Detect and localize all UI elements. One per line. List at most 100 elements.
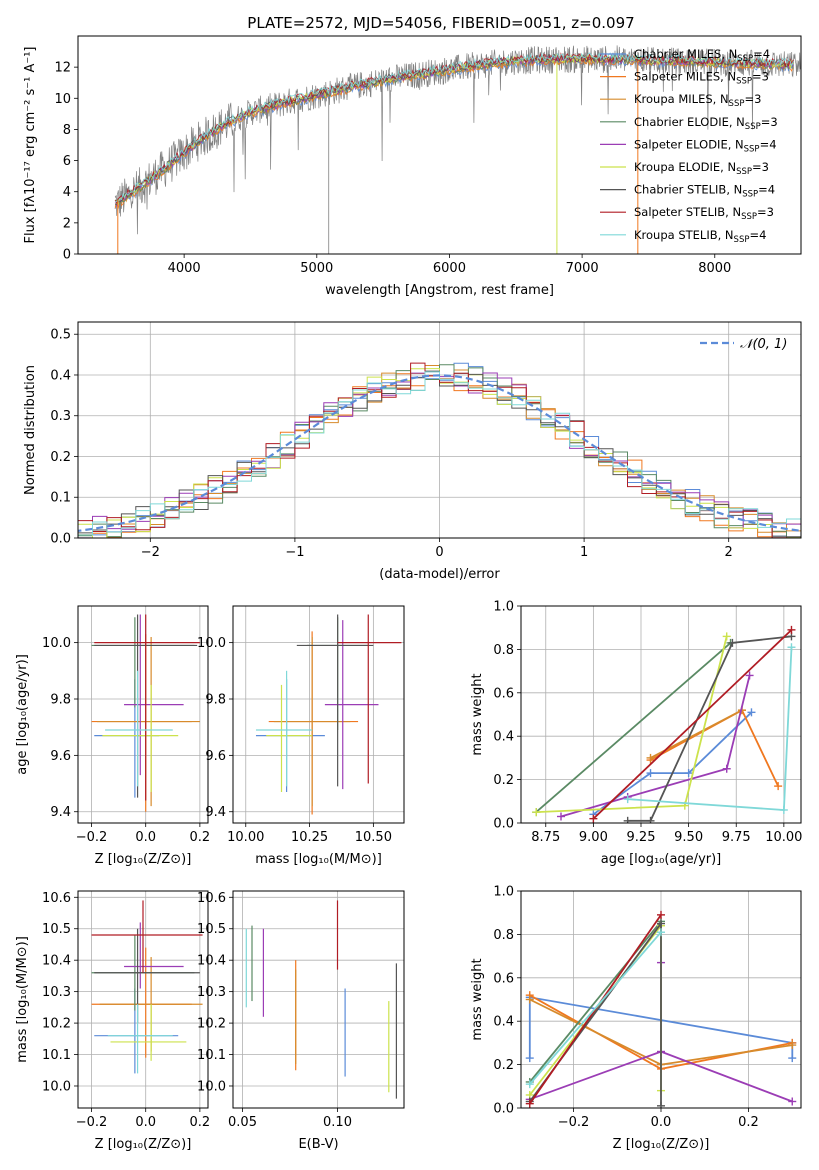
chabrier-stelib-errorbar bbox=[296, 614, 374, 787]
y-tick-label: 10.5 bbox=[42, 922, 71, 937]
y-tick-label: 10.2 bbox=[197, 1017, 226, 1032]
legend-suffix: =3 bbox=[744, 92, 761, 106]
legend-label: Chabrier STELIB, N bbox=[634, 183, 742, 197]
chabrier-miles-errorbar bbox=[94, 679, 160, 798]
weight-point-marker bbox=[722, 764, 731, 773]
legend-label: Chabrier ELODIE, N bbox=[634, 115, 745, 129]
y-tick-label: 10.4 bbox=[42, 954, 71, 969]
weight-vs-metallicity-panel: −0.2 0.0 0.2 0.0 0.2 0.4 0.6 0.8 1.0 Z [log₁₀(Z/Z… bbox=[470, 885, 802, 1152]
x-tick-label: 0 bbox=[435, 545, 443, 560]
y-tick-label: 0.4 bbox=[50, 368, 71, 383]
x-tick-label: 8.75 bbox=[531, 830, 560, 845]
y-axis-label: mass [log₁₀(M/M⊙)] bbox=[15, 936, 30, 1063]
y-tick-label: 10.3 bbox=[197, 985, 226, 1000]
axes-frame bbox=[77, 35, 802, 255]
grid-lines bbox=[521, 605, 801, 824]
y-tick-label: 10.0 bbox=[197, 636, 226, 651]
legend-subscript: SSP bbox=[729, 99, 745, 109]
weight-point-marker bbox=[684, 769, 693, 778]
y-tick-label: 10.0 bbox=[197, 1079, 226, 1094]
weight-point-marker bbox=[646, 816, 655, 823]
kroupa-stelib-weight-line bbox=[529, 931, 662, 1085]
legend-entry: Chabrier STELIB, NSSP=4 bbox=[634, 183, 775, 200]
y-tick-label: 10.1 bbox=[42, 1048, 71, 1063]
plot-data bbox=[255, 614, 402, 815]
x-tick-label: 4000 bbox=[168, 261, 201, 276]
legend-entry: Kroupa STELIB, NSSP=4 bbox=[634, 228, 766, 245]
weight-point-marker bbox=[557, 812, 565, 821]
chabrier-stelib-errorbar bbox=[94, 928, 200, 1024]
x-tick-label: 0.05 bbox=[228, 1115, 257, 1130]
y-tick-label: 9.8 bbox=[205, 693, 226, 708]
weight-point-marker bbox=[774, 782, 783, 791]
y-tick-label: 0.1 bbox=[50, 491, 71, 506]
y-tick-label: 1.0 bbox=[493, 885, 514, 900]
y-tick-label: 9.4 bbox=[50, 805, 71, 820]
chabrier-elodie-weight-line bbox=[535, 642, 732, 813]
legend-entry: Salpeter ELODIE, NSSP=4 bbox=[634, 137, 777, 154]
y-tick-label: 10.0 bbox=[42, 1079, 71, 1094]
salpeter-elodie-errorbar bbox=[324, 620, 379, 790]
weight-point-marker bbox=[788, 1054, 797, 1063]
x-axis-label: (data-model)/error bbox=[379, 567, 500, 582]
spectrum-panel: 4000 5000 6000 7000 8000 0 2 4 6 8 10 12 wavelength … bbox=[23, 35, 802, 298]
axes-frame bbox=[520, 605, 802, 824]
y-tick-label: 9.8 bbox=[50, 693, 71, 708]
legend-entry: Kroupa MILES, NSSP=3 bbox=[634, 92, 761, 109]
legend-subscript: SSP bbox=[734, 235, 750, 245]
x-tick-label: 0.0 bbox=[135, 830, 156, 845]
legend-label: Salpeter STELIB, N bbox=[634, 205, 741, 219]
y-tick-label: 0.0 bbox=[493, 817, 514, 832]
y-tick-label: 9.4 bbox=[205, 805, 226, 820]
weight-point-marker bbox=[525, 1099, 534, 1108]
chabrier-stelib-weight-line bbox=[627, 635, 792, 822]
legend-subscript: SSP bbox=[742, 190, 758, 200]
y-tick-label: 0.8 bbox=[493, 643, 514, 658]
x-axis-label: mass [log₁₀(M/M⊙)] bbox=[255, 852, 382, 867]
weight-point-marker bbox=[525, 1080, 534, 1089]
gaussian-reference-line bbox=[78, 374, 801, 533]
x-tick-label: 0.2 bbox=[190, 830, 211, 845]
x-tick-label: 2 bbox=[725, 545, 733, 560]
y-tick-label: 1.0 bbox=[493, 600, 514, 615]
weight-point-marker bbox=[532, 808, 541, 817]
salpeter-miles-errorbar bbox=[91, 947, 192, 1058]
chabrier-elodie-errorbar bbox=[91, 617, 195, 708]
x-tick-label: 0.2 bbox=[738, 1115, 759, 1130]
axes-frame bbox=[232, 890, 405, 1109]
legend-suffix: =4 bbox=[753, 47, 770, 61]
legend-entry: Salpeter MILES, NSSP=3 bbox=[634, 70, 769, 87]
salpeter-stelib-errorbar bbox=[94, 614, 200, 801]
weight-point-marker bbox=[787, 625, 796, 634]
y-tick-label: 12 bbox=[54, 61, 71, 76]
y-tick-label: 0.2 bbox=[50, 450, 71, 465]
y-tick-label: 10.4 bbox=[197, 954, 226, 969]
y-tick-label: 0 bbox=[63, 248, 71, 263]
y-tick-label: 0.4 bbox=[493, 1015, 514, 1030]
x-axis-label: wavelength [Angstrom, rest frame] bbox=[325, 283, 554, 298]
salpeter-elodie-errorbar bbox=[124, 922, 184, 989]
x-tick-label: 0.0 bbox=[135, 1115, 156, 1130]
legend-label: Kroupa STELIB, N bbox=[634, 228, 734, 242]
x-tick-label: 10.25 bbox=[291, 830, 328, 845]
salpeter-stelib-errorbar bbox=[91, 900, 203, 973]
kroupa-elodie-errorbar bbox=[266, 684, 313, 792]
y-tick-label: 10.0 bbox=[42, 636, 71, 651]
x-tick-label: 10.00 bbox=[765, 830, 802, 845]
salpeter-miles-errorbar bbox=[91, 634, 192, 812]
mass-vs-ebv-panel: 0.05 0.10 10.0 10.1 10.2 10.3 10.4 10.5 10.6 E(B-… bbox=[197, 890, 405, 1152]
legend-suffix: =3 bbox=[752, 160, 769, 174]
legend-entry: Chabrier ELODIE, NSSP=3 bbox=[634, 115, 778, 132]
y-tick-label: 0.4 bbox=[493, 730, 514, 745]
y-tick-label: 10 bbox=[54, 92, 71, 107]
salpeter-miles-errorbar bbox=[268, 631, 359, 815]
y-tick-label: 9.6 bbox=[205, 749, 226, 764]
x-tick-label: 0.0 bbox=[651, 1115, 672, 1130]
legend-label: Chabrier MILES, N bbox=[634, 47, 737, 61]
x-tick-label: −0.2 bbox=[76, 830, 108, 845]
weight-vs-age-panel: 8.75 9.00 9.25 9.50 9.75 10.00 0.0 0.2 0.4 0.6 0.8… bbox=[470, 600, 802, 868]
age-vs-metallicity-panel: −0.2 0.0 0.2 9.4 9.6 9.8 10.0 Z [log₁₀(Z/Z⊙)] ag… bbox=[15, 605, 211, 867]
chabrier-miles-weight-line bbox=[592, 711, 753, 816]
x-axis-label: Z [log₁₀(Z/Z⊙)] bbox=[613, 1137, 710, 1152]
y-tick-label: 0.6 bbox=[493, 971, 514, 986]
